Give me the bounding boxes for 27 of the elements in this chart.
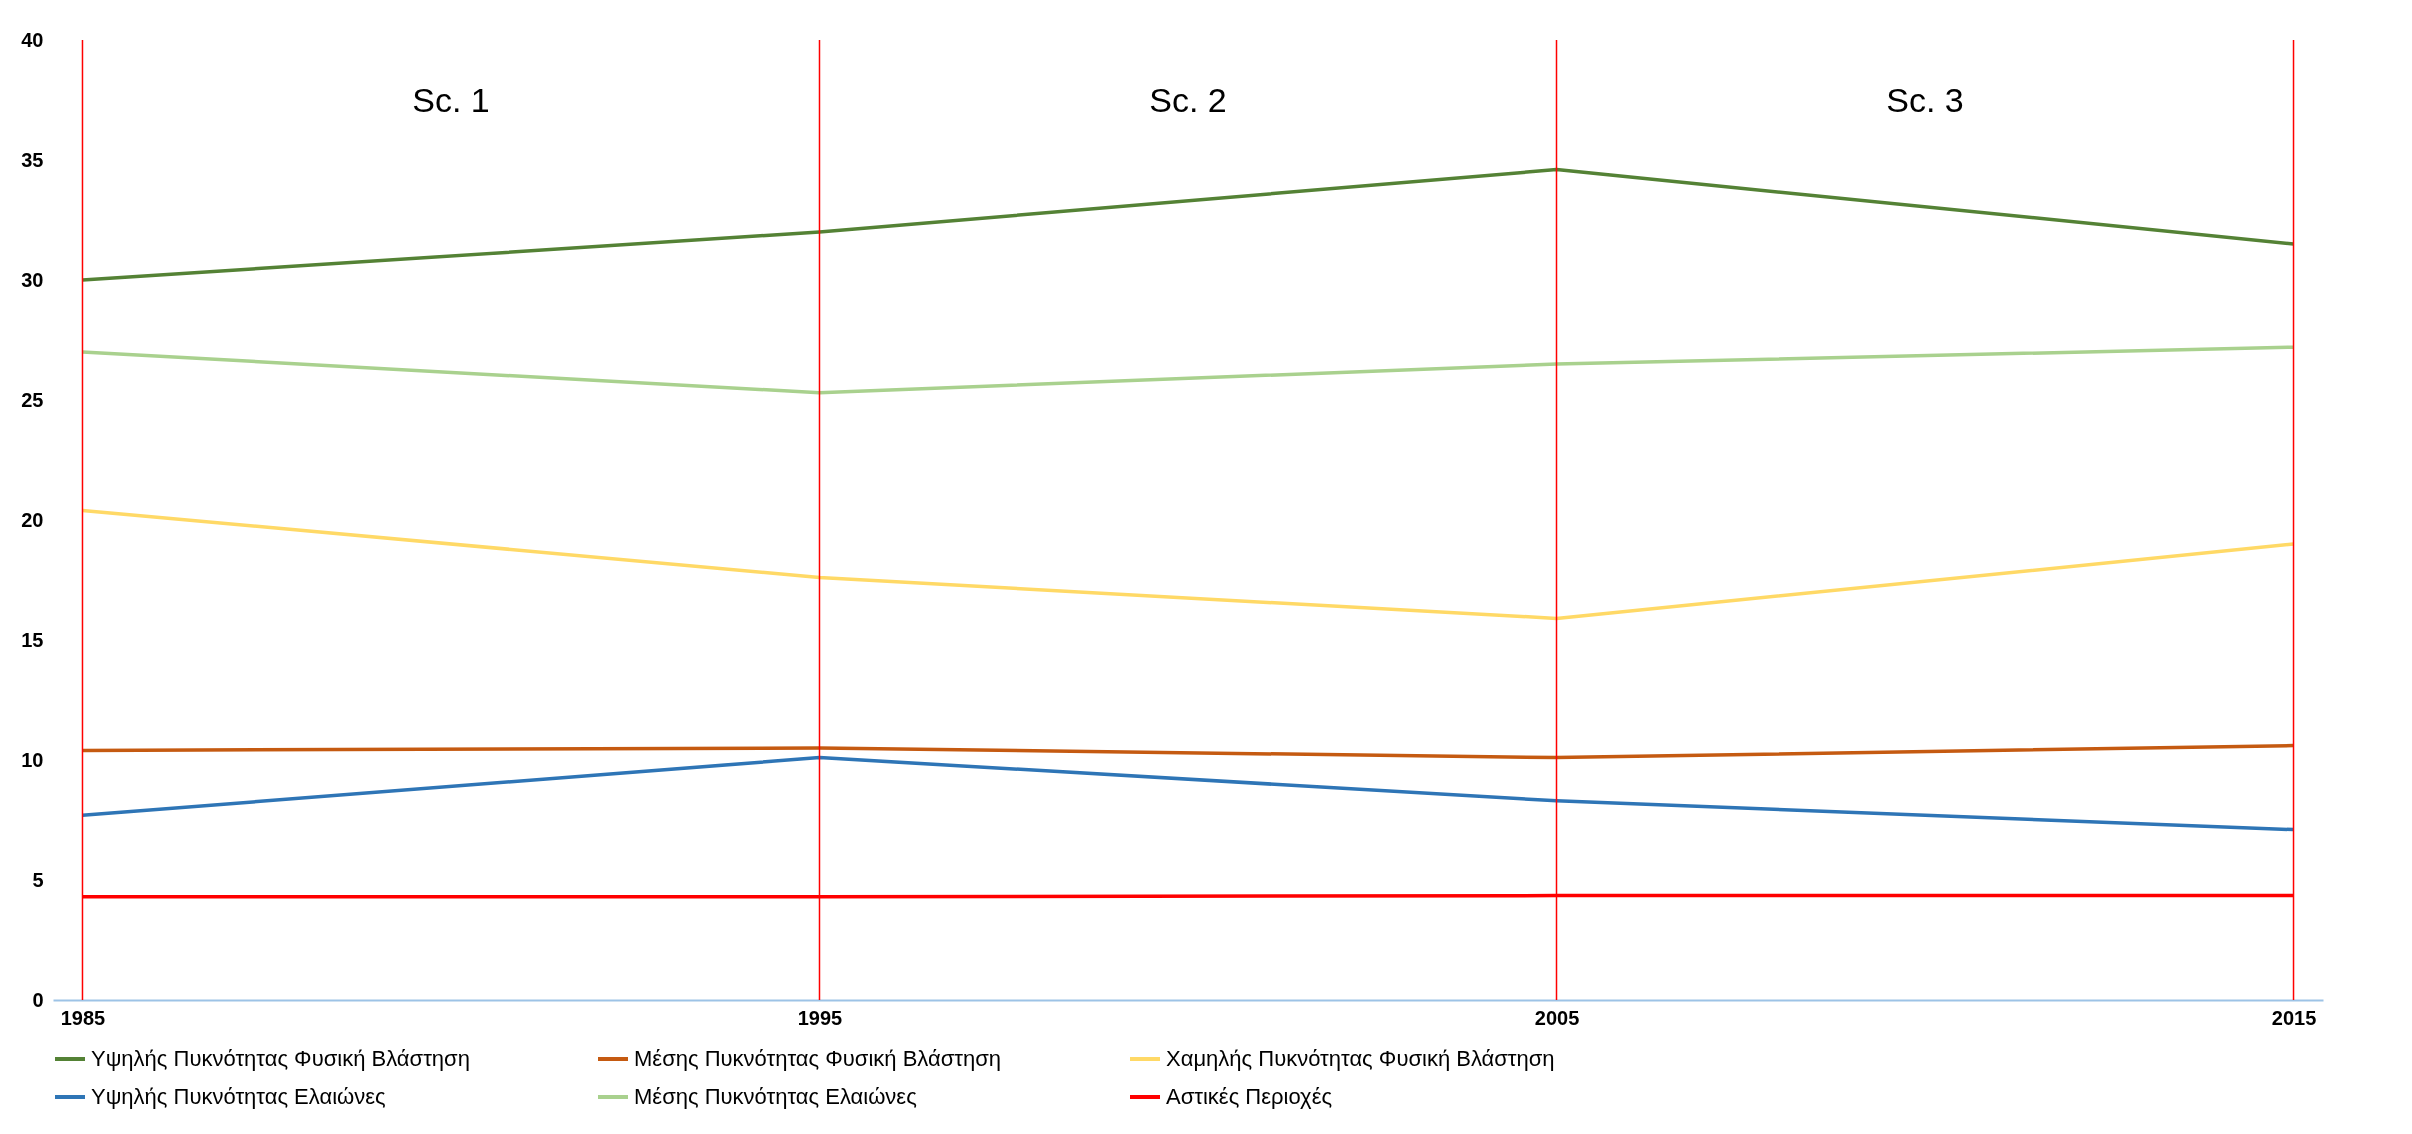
y-tick-label: 25 [21, 388, 44, 411]
line-series [80, 743, 2296, 760]
line-series [80, 755, 2296, 832]
legend-label: Μέσης Πυκνότητας Ελαιώνες [634, 1084, 917, 1109]
line-series [80, 167, 2296, 282]
y-tick-label: 0 [32, 988, 44, 1011]
legend-label: Χαμηλής Πυκνότητας Φυσική Βλάστηση [1166, 1046, 1555, 1071]
legend-label: Υψηλής Πυκνότητας Ελαιώνες [91, 1084, 386, 1109]
x-tick-label: 2005 [1534, 1006, 1580, 1029]
legend-label: Μέσης Πυκνότητας Φυσική Βλάστηση [634, 1046, 1002, 1071]
y-tick-label: 30 [21, 268, 44, 291]
line-series [80, 508, 2296, 621]
y-tick-label: 20 [21, 508, 44, 531]
x-tick-label: 1985 [60, 1006, 106, 1029]
x-tick-label: 2015 [2271, 1006, 2317, 1029]
y-tick-label: 15 [21, 628, 44, 651]
x-tick-label: 1995 [797, 1006, 843, 1029]
y-tick-label: 10 [21, 748, 44, 771]
y-tick-label: 35 [21, 148, 44, 171]
y-tick-label: 5 [32, 868, 44, 891]
line-series [80, 345, 2296, 395]
annotation: Sc. 1 [412, 81, 490, 120]
legend-label: Υψηλής Πυκνότητας Φυσική Βλάστηση [91, 1046, 470, 1071]
y-tick-label: 40 [21, 28, 44, 51]
annotation: Sc. 2 [1149, 81, 1227, 120]
annotation: Sc. 3 [1886, 81, 1964, 120]
legend-label: Αστικές Περιοχές [1166, 1084, 1333, 1109]
